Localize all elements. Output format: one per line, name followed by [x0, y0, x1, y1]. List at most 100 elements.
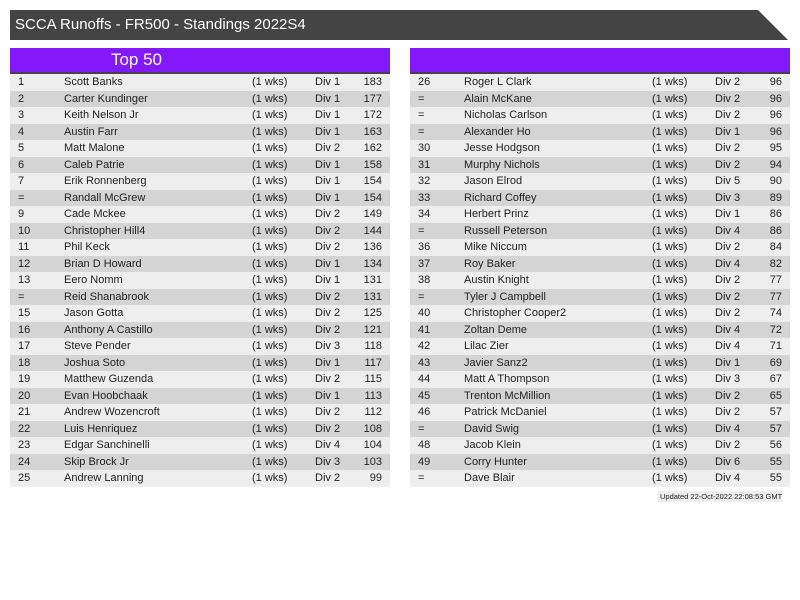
position: 48: [418, 439, 431, 451]
table-row: 48 Jacob Klein (1 wks) Div 2 56: [410, 437, 790, 454]
table-row: 19 Matthew Guzenda (1 wks) Div 2 115: [10, 371, 390, 388]
table-row: 15 Jason Gotta (1 wks) Div 2 125: [10, 305, 390, 322]
table-row: 10 Christopher Hill4 (1 wks) Div 2 144: [10, 222, 390, 239]
division: Div 4: [315, 439, 341, 451]
points: 118: [364, 340, 382, 352]
position: 23: [18, 439, 31, 451]
position: =: [418, 472, 425, 484]
position: 26: [418, 76, 431, 88]
driver-name: Jesse Hodgson: [464, 142, 540, 154]
points: 113: [364, 389, 382, 402]
driver-name: Tyler J Campbell: [464, 290, 546, 303]
table-row: 11 Phil Keck (1 wks) Div 2 136: [10, 239, 390, 256]
points: 67: [769, 373, 782, 385]
driver-name: Steve Pender: [64, 340, 131, 352]
division: Div 2: [315, 224, 341, 237]
panel-header: [410, 48, 790, 74]
table-row: 2 Carter Kundinger (1 wks) Div 1 177: [10, 90, 390, 107]
table-row: = Reid Shanabrook (1 wks) Div 2 131: [10, 288, 390, 305]
driver-name: Matt A Thompson: [464, 373, 550, 385]
division: Div 3: [715, 373, 741, 385]
table-row: 12 Brian D Howard (1 wks) Div 1 134: [10, 255, 390, 272]
division: Div 1: [315, 158, 341, 171]
table-row: 13 Eero Nomm (1 wks) Div 1 131: [10, 272, 390, 289]
division: Div 3: [315, 455, 341, 468]
points: 69: [769, 356, 782, 369]
points: 163: [363, 125, 382, 138]
weeks: (1 wks): [252, 175, 288, 187]
table-row: 3 Keith Nelson Jr (1 wks) Div 1 172: [10, 107, 390, 124]
driver-name: Phil Keck: [64, 241, 110, 253]
table-row: 41 Zoltan Deme (1 wks) Div 4 72: [410, 321, 790, 338]
table-row: = Dave Blair (1 wks) Div 4 55: [410, 470, 790, 487]
table-row: 6 Caleb Patrie (1 wks) Div 1 158: [10, 156, 390, 173]
weeks: (1 wks): [652, 208, 688, 220]
weeks: (1 wks): [652, 257, 688, 270]
weeks: (1 wks): [652, 340, 688, 352]
division: Div 3: [315, 340, 341, 352]
weeks: (1 wks): [252, 406, 288, 418]
position: 40: [418, 307, 431, 319]
points: 71: [769, 340, 782, 352]
position: 45: [418, 389, 431, 402]
driver-name: Nicholas Carlson: [464, 109, 548, 121]
points: 65: [769, 389, 782, 402]
division: Div 2: [715, 406, 741, 418]
position: 32: [418, 175, 431, 187]
position: 19: [18, 373, 31, 385]
table-row: 17 Steve Pender (1 wks) Div 3 118: [10, 338, 390, 355]
points: 96: [769, 109, 782, 121]
position: 13: [18, 274, 31, 286]
position: 25: [18, 472, 31, 484]
table-row: 1 Scott Banks (1 wks) Div 1 183: [10, 74, 390, 91]
division: Div 1: [315, 191, 341, 204]
driver-name: Trenton McMillion: [464, 389, 551, 402]
driver-name: Roger L Clark: [464, 76, 532, 88]
position: 24: [18, 455, 31, 468]
points: 96: [769, 125, 782, 138]
position: 44: [418, 373, 431, 385]
standings-list: 1 Scott Banks (1 wks) Div 1 183 2 Carter Kundi…: [10, 74, 390, 487]
weeks: (1 wks): [652, 191, 688, 204]
points: 154: [363, 191, 382, 204]
division: Div 2: [315, 142, 341, 154]
standings-list: 26 Roger L Clark (1 wks) Div 2 96 = Alain McKa…: [410, 74, 790, 487]
position: 16: [18, 323, 31, 336]
division: Div 4: [715, 340, 741, 352]
driver-name: Alexander Ho: [464, 125, 531, 138]
weeks: (1 wks): [652, 472, 688, 484]
position: =: [418, 422, 425, 435]
table-row: 26 Roger L Clark (1 wks) Div 2 96: [410, 74, 790, 91]
table-row: 43 Javier Sanz2 (1 wks) Div 1 69: [410, 354, 790, 371]
division: Div 1: [315, 175, 341, 187]
division: Div 2: [315, 241, 341, 253]
position: 49: [418, 455, 431, 468]
weeks: (1 wks): [652, 307, 688, 319]
driver-name: Russell Peterson: [464, 224, 548, 237]
weeks: (1 wks): [652, 175, 688, 187]
driver-name: Murphy Nichols: [464, 158, 540, 171]
weeks: (1 wks): [652, 290, 688, 303]
points: 121: [363, 323, 382, 336]
position: 9: [18, 208, 25, 220]
driver-name: Joshua Soto: [64, 356, 126, 369]
standings-panel-right: 26 Roger L Clark (1 wks) Div 2 96 = Alain McKa…: [410, 48, 790, 487]
table-row: 33 Richard Coffey (1 wks) Div 3 89: [410, 189, 790, 206]
points: 84: [769, 241, 782, 253]
weeks: (1 wks): [652, 455, 688, 468]
division: Div 2: [315, 373, 341, 385]
driver-name: Christopher Cooper2: [464, 307, 567, 319]
division: Div 2: [315, 307, 341, 319]
division: Div 2: [315, 208, 341, 220]
table-row: 38 Austin Knight (1 wks) Div 2 77: [410, 272, 790, 289]
division: Div 3: [715, 191, 741, 204]
division: Div 2: [715, 92, 741, 105]
driver-name: Caleb Patrie: [64, 158, 125, 171]
position: 46: [418, 406, 431, 418]
division: Div 1: [315, 389, 341, 402]
points: 74: [769, 307, 782, 319]
division: Div 2: [315, 406, 341, 418]
weeks: (1 wks): [652, 224, 688, 237]
driver-name: Christopher Hill4: [64, 224, 146, 237]
driver-name: Lilac Zier: [464, 340, 509, 352]
